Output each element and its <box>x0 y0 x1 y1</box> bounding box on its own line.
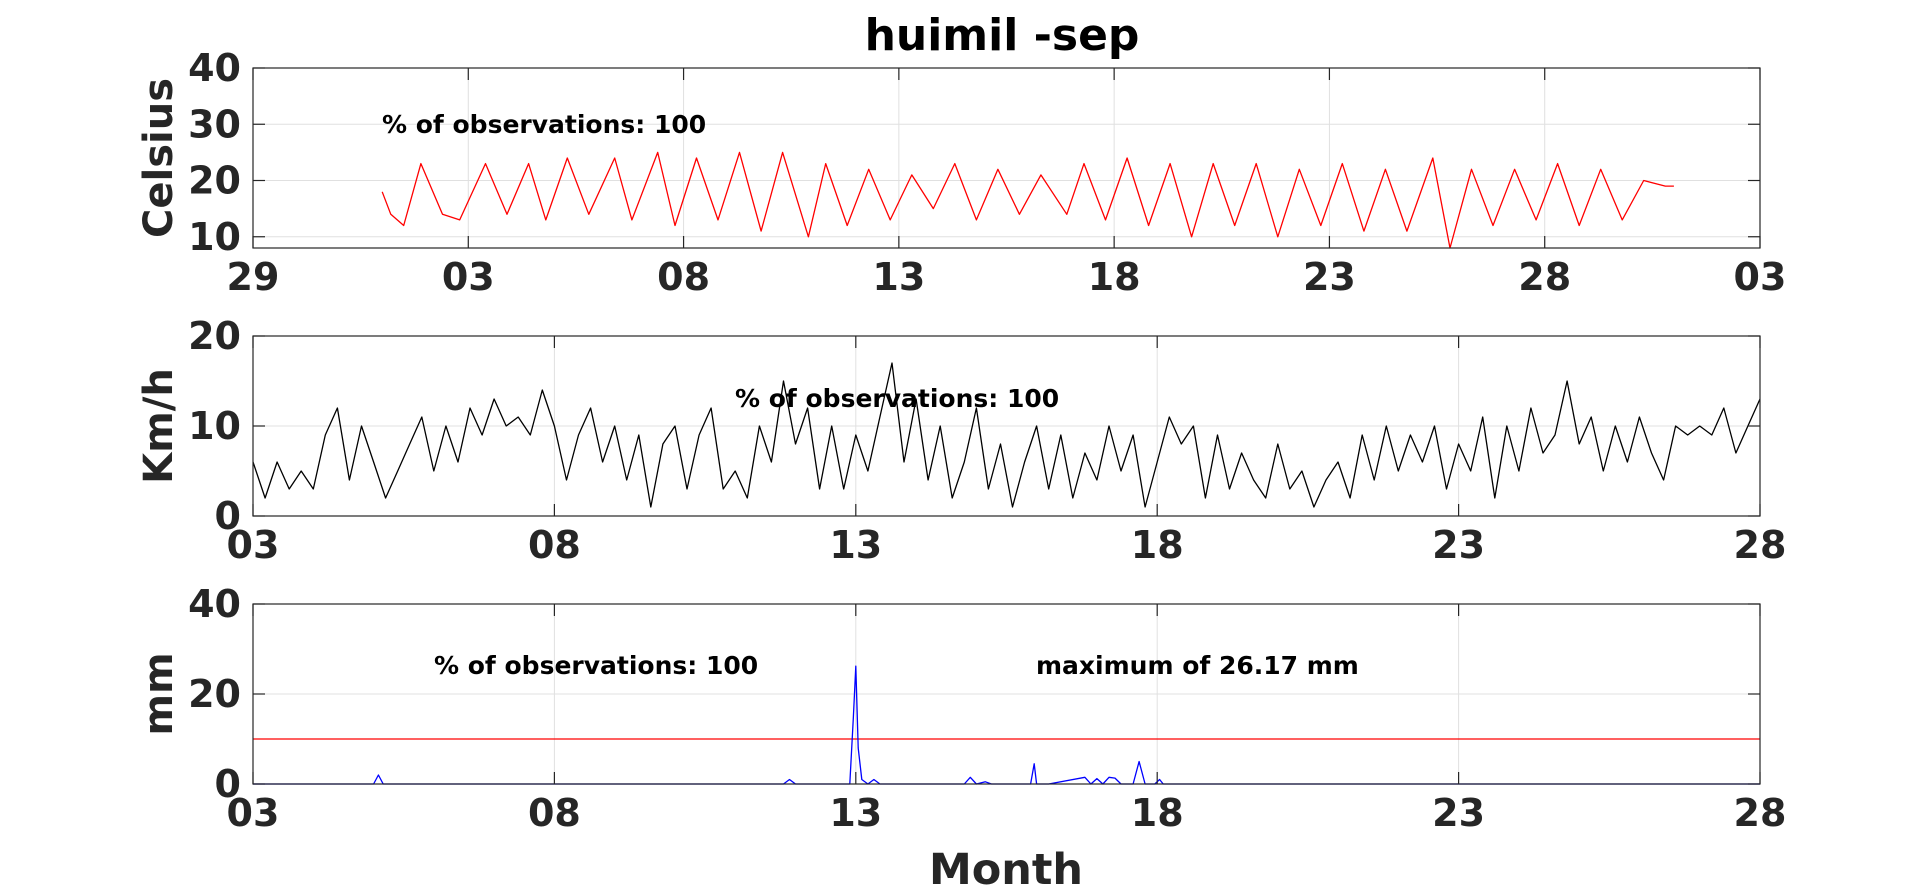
wind-y-tick-label: 0 <box>215 494 241 538</box>
temperature-y-tick-label: 20 <box>188 159 241 203</box>
wind-panel: 03 08 13 18 23 28 0 10 20 Km/h % of observations… <box>136 314 1786 567</box>
temperature-x-tick-label: 08 <box>657 255 710 299</box>
temperature-y-tick-label: 30 <box>188 102 241 146</box>
figure-title: huimil -sep <box>865 10 1140 61</box>
wind-y-axis-label: Km/h <box>136 368 182 484</box>
wind-observation-note: % of observations: 100 <box>735 384 1059 413</box>
precipitation-y-tick-label: 20 <box>188 672 241 716</box>
temperature-panel: 29 03 08 13 18 23 28 03 10 20 30 40 Celsius % of ob… <box>136 46 1786 299</box>
precipitation-y-tick-label: 40 <box>188 582 241 626</box>
wind-x-tick-label: 03 <box>227 523 280 567</box>
wind-series-line <box>252 362 1761 508</box>
precipitation-x-tick-label: 28 <box>1734 791 1787 835</box>
precipitation-grid <box>252 603 1761 785</box>
wind-plot <box>252 362 1761 508</box>
wind-grid <box>252 335 1761 517</box>
wind-ticks: 03 08 13 18 23 28 0 10 20 <box>188 314 1786 567</box>
precipitation-panel: 03 08 13 18 23 28 0 20 40 mm % of observations: … <box>136 582 1786 835</box>
temperature-x-tick-label: 23 <box>1303 255 1356 299</box>
wind-y-tick-label: 10 <box>188 404 241 448</box>
temperature-y-axis-label: Celsius <box>136 78 182 238</box>
x-axis-label: Month <box>929 845 1083 886</box>
temperature-y-tick-label: 40 <box>188 46 241 90</box>
temperature-x-tick-label: 18 <box>1088 255 1141 299</box>
temperature-x-tick-label: 13 <box>872 255 925 299</box>
precipitation-maximum-note: maximum of 26.17 mm <box>1036 651 1359 680</box>
wind-x-tick-label: 13 <box>829 523 882 567</box>
temperature-ticks: 29 03 08 13 18 23 28 03 10 20 30 40 <box>188 46 1786 299</box>
precipitation-x-tick-label: 23 <box>1432 791 1485 835</box>
temperature-x-tick-label: 03 <box>1734 255 1787 299</box>
temperature-x-tick-label: 29 <box>227 255 280 299</box>
temperature-plot <box>381 151 1674 249</box>
temperature-x-tick-label: 03 <box>442 255 495 299</box>
precipitation-observation-note: % of observations: 100 <box>434 651 758 680</box>
temperature-y-tick-label: 10 <box>188 215 241 259</box>
precipitation-plot <box>253 665 1760 785</box>
wind-x-tick-label: 23 <box>1432 523 1485 567</box>
temperature-x-tick-label: 28 <box>1518 255 1571 299</box>
temperature-grid <box>252 67 1761 248</box>
precipitation-x-tick-label: 08 <box>528 791 581 835</box>
precipitation-ticks: 03 08 13 18 23 28 0 20 40 <box>188 582 1786 835</box>
temperature-observation-note: % of observations: 100 <box>382 110 706 139</box>
precipitation-y-axis-label: mm <box>136 652 182 735</box>
wind-x-tick-label: 28 <box>1734 523 1787 567</box>
wind-x-tick-label: 18 <box>1131 523 1184 567</box>
precipitation-x-tick-label: 13 <box>829 791 882 835</box>
wind-x-tick-label: 08 <box>528 523 581 567</box>
precipitation-x-tick-label: 18 <box>1131 791 1184 835</box>
precipitation-x-tick-label: 03 <box>227 791 280 835</box>
temperature-axes-frame <box>252 67 1761 249</box>
temperature-series-line <box>381 151 1674 249</box>
wind-y-tick-label: 20 <box>188 314 241 358</box>
precipitation-series-line <box>253 665 1760 785</box>
precipitation-y-tick-label: 0 <box>215 762 241 806</box>
